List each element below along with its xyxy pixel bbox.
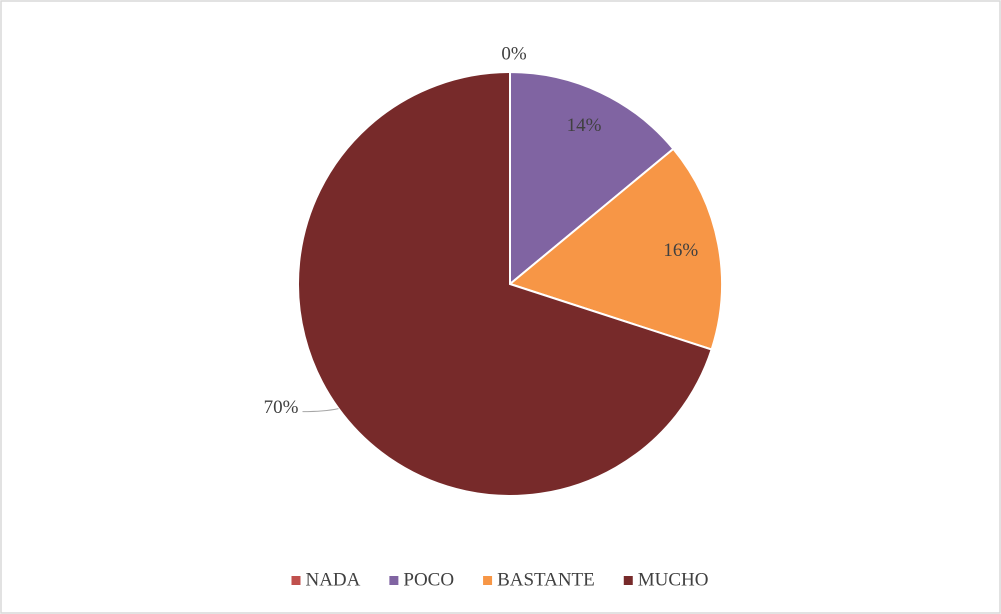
legend-swatch — [291, 576, 301, 585]
legend-swatch — [389, 576, 399, 585]
data-label: 16% — [663, 240, 698, 261]
data-label: 14% — [567, 115, 602, 136]
data-label: 70% — [264, 397, 299, 418]
legend-swatch — [483, 576, 493, 585]
legend-label: POCO — [403, 569, 454, 590]
pie-slice — [509, 70, 675, 287]
legend-label: MUCHO — [638, 569, 709, 590]
leader-line — [302, 408, 339, 413]
pie-slice — [507, 147, 723, 351]
legend-swatch — [623, 576, 633, 585]
legend-label: BASTANTE — [497, 569, 595, 590]
legend-label: NADA — [305, 569, 360, 590]
data-label: 0% — [501, 43, 527, 64]
pie-slice — [297, 70, 713, 497]
